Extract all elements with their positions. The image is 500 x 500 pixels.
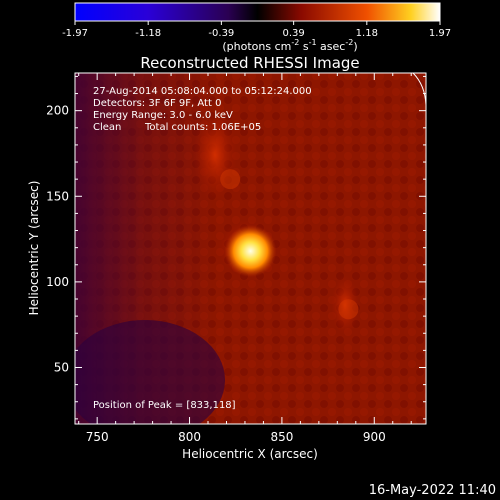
secondary-source [338,299,359,320]
secondary-source [220,169,241,190]
colorbar-tick-label: -1.97 [62,28,88,39]
x-tick-label: 800 [178,430,201,444]
x-axis: 750 800 850 900 [78,73,412,444]
y-axis: 50 100 150 200 [46,75,426,420]
timestamp: 16-May-2022 11:40 [369,483,496,498]
colorbar-tick-label: -0.39 [208,28,234,39]
colorbar-tick-label: -1.18 [135,28,161,39]
energy-range-annotation: Energy Range: 3.0 - 6.0 keV [93,110,233,121]
y-tick-label: 50 [54,360,69,374]
colorbar [74,2,441,22]
solar-limb-arc [412,72,427,106]
x-tick-label: 750 [86,430,109,444]
colorbar-tick-label: 0.39 [282,28,304,39]
method-annotation: Clean [93,122,121,133]
peak-position-annotation: Position of Peak = [833,118] [93,400,236,411]
detectors-annotation: Detectors: 3F 6F 9F, Att 0 [93,98,221,109]
heatmap-image [75,73,426,424]
total-counts-annotation: Total counts: 1.06E+05 [144,122,261,133]
time-range-annotation: 27-Aug-2014 05:08:04.000 to 05:12:24.000 [93,86,312,97]
y-tick-label: 100 [46,275,69,289]
chart-title: Reconstructed RHESSI Image [140,54,359,72]
y-tick-label: 200 [46,104,69,118]
colorbar-tick-label: 1.97 [429,28,451,39]
colorbar-ticks: -1.97 -1.18 -0.39 0.39 1.18 1.97 [62,21,451,39]
x-tick-label: 900 [363,430,386,444]
y-axis-label: Heliocentric Y (arcsec) [27,181,41,316]
colorbar-units-label: (photons cm-2 s-1 asec-2) [222,38,357,53]
x-axis-label: Heliocentric X (arcsec) [182,447,318,461]
colorbar-tick-label: 1.18 [356,28,378,39]
y-tick-label: 150 [46,189,69,203]
peak-source [224,225,277,278]
x-tick-label: 850 [270,430,293,444]
plot-frame [74,72,427,425]
